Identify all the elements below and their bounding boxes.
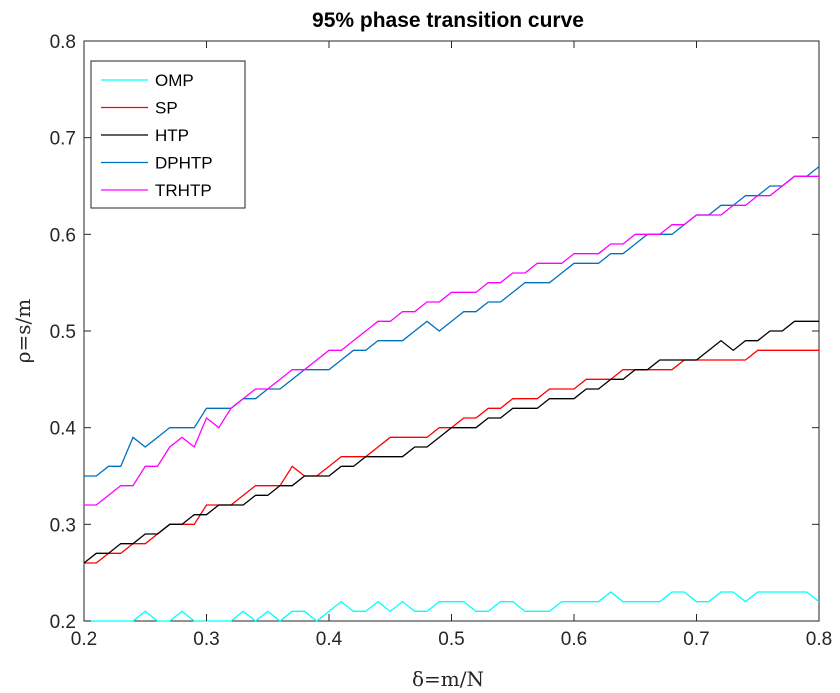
x-axis-label: δ=m/N: [412, 667, 484, 691]
y-tick-label: 0.4: [50, 419, 77, 440]
legend-label-sp: SP: [155, 99, 178, 118]
legend-label-omp: OMP: [155, 71, 194, 90]
x-tick-label: 0.4: [316, 629, 343, 650]
legend-label-htp: HTP: [155, 126, 189, 145]
series-line-htp: [83, 320, 819, 564]
legend-items: OMP SP HTP DPHTP TRHTP: [101, 71, 213, 200]
y-tick-label: 0.6: [50, 225, 76, 246]
x-tick-label: 0.2: [71, 629, 97, 650]
series-layer: [83, 166, 820, 622]
ticks-layer: 0.2 0.3 0.4 0.5 0.6 0.7 0.8 0.2 0.3 0.4 0.5 0.6 0.7 0…: [50, 32, 833, 650]
x-tick-label: 0.6: [561, 629, 587, 650]
legend-label-dphtp: DPHTP: [155, 154, 213, 173]
y-tick-label: 0.8: [50, 32, 76, 53]
y-axis-label: ρ=s/m: [11, 299, 35, 364]
legend-label-trhtp: TRHTP: [155, 181, 212, 200]
y-tick-label: 0.3: [50, 515, 76, 536]
chart-title: 95% phase transition curve: [312, 9, 584, 32]
x-tick-label: 0.3: [193, 629, 219, 650]
y-tick-label: 0.7: [50, 129, 76, 150]
y-tick-label: 0.5: [50, 322, 76, 343]
x-tick-label: 0.7: [683, 629, 709, 650]
series-line-trhtp: [84, 175, 819, 506]
x-tick-label: 0.8: [806, 629, 832, 650]
legend: OMP SP HTP DPHTP TRHTP: [90, 60, 246, 209]
x-tick-label: 0.5: [438, 629, 464, 650]
y-tick-label: 0.2: [50, 612, 76, 633]
